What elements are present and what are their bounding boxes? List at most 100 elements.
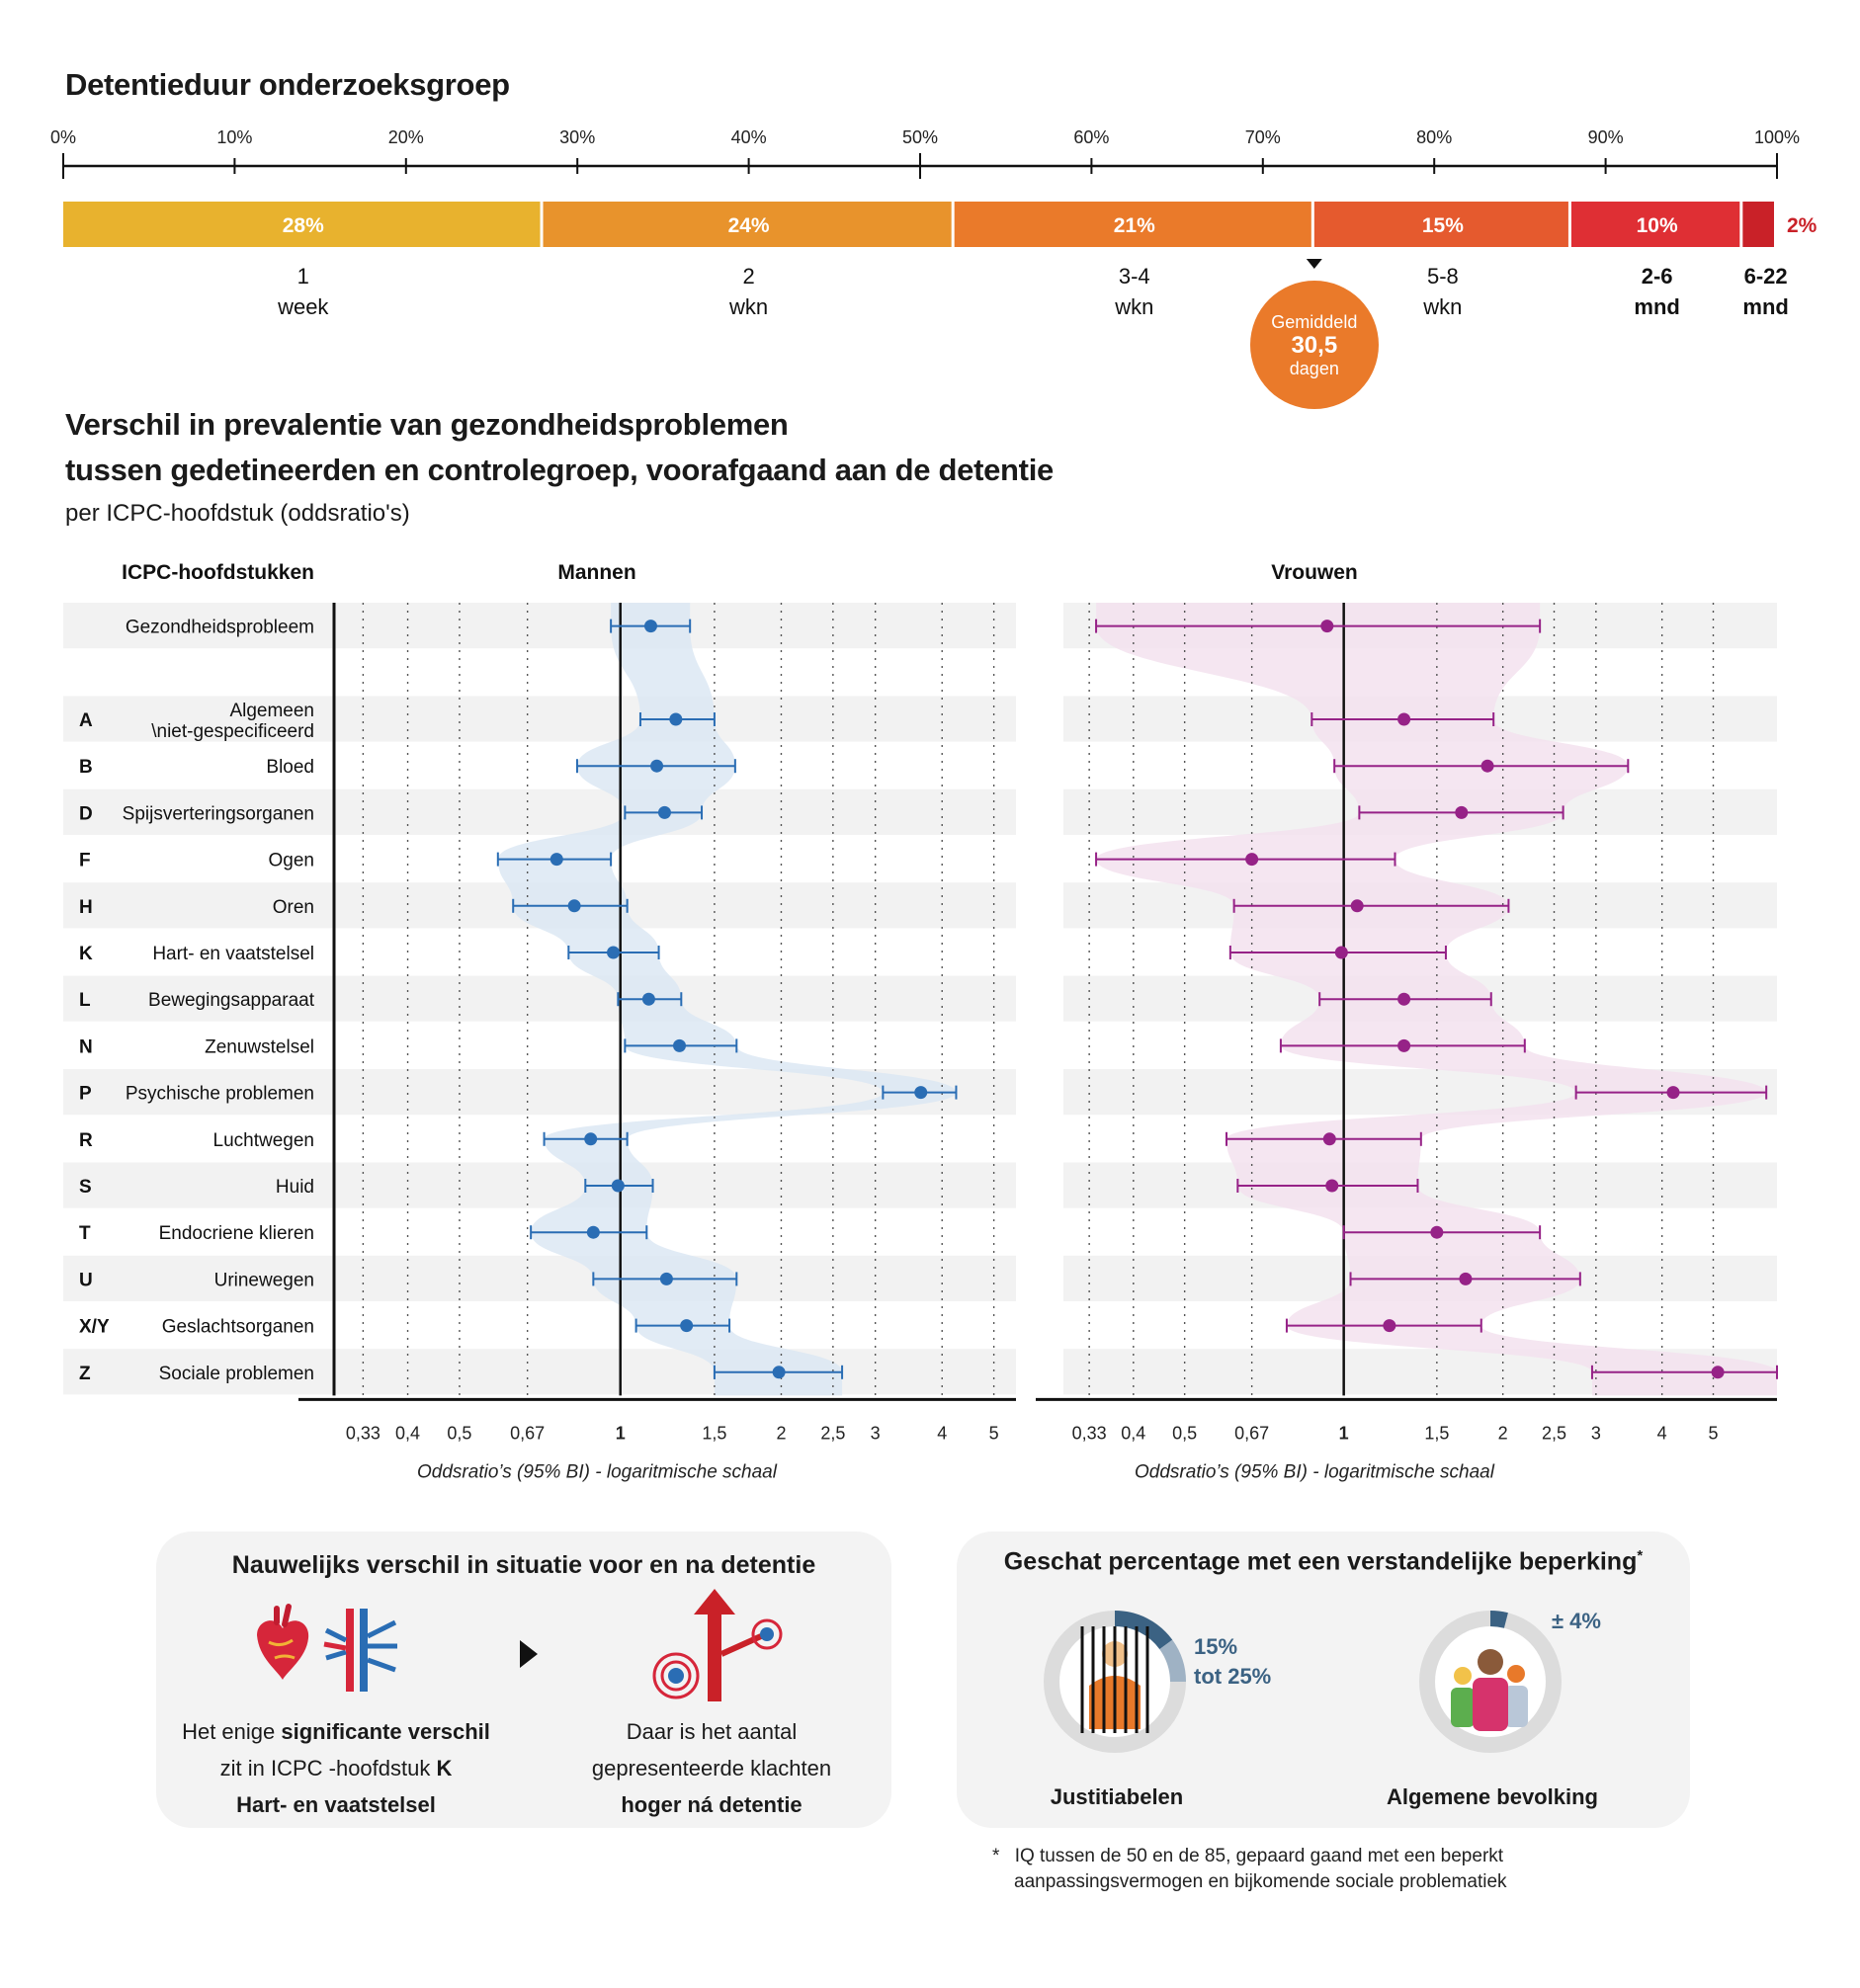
people-group-icon (1451, 1649, 1528, 1731)
odds-ratio-point (1666, 1086, 1680, 1100)
average-marker (1306, 259, 1322, 269)
heart-icon (257, 1604, 309, 1680)
icpc-code: U (79, 1270, 93, 1290)
left-finding-l3: Hart- en vaatstelsel (236, 1792, 436, 1817)
duration-segment (63, 202, 541, 247)
odds-ratio-point (586, 1225, 600, 1239)
odds-ratio-point (659, 1272, 673, 1285)
x-tick-label: 2,5 (820, 1423, 845, 1443)
duration-segment (954, 202, 1311, 247)
x-tick-label: 0,5 (447, 1423, 471, 1443)
id-title-text: Geschat percentage met een verstandelijk… (1003, 1547, 1638, 1576)
vessel-rising-icon (652, 1589, 783, 1701)
x-tick-label: 0,4 (395, 1423, 420, 1443)
scale-tick-label: 30% (559, 127, 595, 147)
odds-ratio-point (1430, 1225, 1444, 1239)
segment-duration-unit: wkn (1422, 294, 1462, 319)
odds-ratio-point (672, 1038, 686, 1052)
segment-duration-unit: week (277, 294, 329, 319)
x-tick-label: 3 (1591, 1423, 1601, 1443)
arrow-right-icon (520, 1640, 538, 1668)
icpc-label: Sociale problemen (159, 1364, 314, 1384)
icpc-label: Gezondheidsprobleem (126, 618, 314, 638)
odds-ratio-point (657, 805, 671, 819)
icpc-label: Psychische problemen (126, 1084, 314, 1105)
icpc-code: N (79, 1036, 93, 1057)
footnote-line2: aanpassingsvermogen en bijkomende social… (1014, 1871, 1507, 1892)
odds-ratio-point (641, 992, 655, 1006)
odds-ratio-point (1325, 1179, 1339, 1193)
odds-ratio-point (1455, 805, 1469, 819)
blood-vessels-icon (323, 1609, 397, 1692)
average-label: Gemiddeld (1271, 312, 1358, 332)
icpc-code: F (79, 851, 91, 871)
odds-ratio-point (1397, 1038, 1411, 1052)
person-head (1507, 1665, 1525, 1683)
odds-ratio-point (1711, 1366, 1725, 1379)
segment-duration-unit: wkn (1114, 294, 1153, 319)
group-name-algemene-bevolking: Algemene bevolking (1387, 1784, 1598, 1809)
x-tick-label: 0,33 (346, 1423, 380, 1443)
donut-range-arc (1159, 1639, 1186, 1683)
odds-ratio-point (669, 712, 683, 726)
x-tick-label: 5 (1709, 1423, 1719, 1443)
scale-tick-label: 0% (50, 127, 76, 147)
icpc-code: B (79, 757, 93, 778)
segment-duration-value: 2 (742, 264, 754, 289)
group-name-justitiabelen: Justitiabelen (1050, 1784, 1184, 1809)
segment-pct-label: 28% (283, 214, 324, 237)
odds-ratio-point (650, 759, 664, 773)
average-value: 30,5 (1291, 332, 1338, 359)
duration-segment (1742, 202, 1774, 247)
x-tick-label: 5 (989, 1423, 999, 1443)
forest-panel-vrouwen: 0,33 0,4 0,5 0,67 1 1,5 2 2,5 3 4 5 Oddsratio’s (95… (1036, 561, 1778, 1482)
odds-ratio-point (1397, 712, 1411, 726)
x-axis-label: Oddsratio’s (95% BI) - logaritmische sch… (417, 1461, 778, 1482)
forest-plots: 0,33 0,4 0,5 0,67 1 1,5 2 2,5 3 4 5 Oddsratio’s (95… (63, 561, 1778, 1482)
scale-tick-label: 100% (1754, 127, 1800, 147)
x-tick-label: 4 (1657, 1423, 1667, 1443)
x-tick-label: 1 (616, 1423, 626, 1443)
forest-title-line1: Verschil in prevalentie van gezondheidsp… (65, 407, 789, 442)
x-tick-label: 0,4 (1121, 1423, 1145, 1443)
segment-duration-unit: mnd (1742, 294, 1788, 319)
icpc-label: Luchtwegen (213, 1130, 314, 1151)
segment-pct-label: 2% (1787, 214, 1818, 237)
row-stripe (63, 1255, 1016, 1302)
segment-pct-label: 15% (1422, 214, 1464, 237)
donut-value-arc (1114, 1611, 1173, 1650)
odds-ratio-point (1245, 853, 1259, 867)
x-tick-label: 4 (937, 1423, 947, 1443)
icpc-code: H (79, 897, 93, 918)
row-stripe (63, 1162, 1016, 1209)
icpc-label: Bloed (266, 757, 314, 778)
row-stripe (63, 1349, 1016, 1396)
row-stripe (63, 788, 1016, 836)
x-tick-label: 0,33 (1072, 1423, 1107, 1443)
left-finding-l1b: significante verschil (281, 1719, 490, 1744)
left-finding-l2b: K (436, 1756, 453, 1781)
icpc-label: Algemeen (229, 701, 314, 721)
person-head (1478, 1649, 1503, 1675)
scale-tick-label: 80% (1416, 127, 1452, 147)
average-unit: dagen (1289, 359, 1339, 378)
forest-title-line2: tussen gedetineerden en controlegroep, v… (65, 453, 1054, 487)
x-tick-label: 0,67 (1234, 1423, 1269, 1443)
forest-subtitle: per ICPC-hoofdstuk (oddsratio's) (65, 500, 410, 527)
odds-ratio-point (1334, 946, 1348, 959)
left-finding-text: Het enige significante verschil zit in I… (158, 1713, 514, 1823)
segment-pct-label: 10% (1637, 214, 1678, 237)
odds-ratio-point (1480, 759, 1494, 773)
duration-segment (1313, 202, 1568, 247)
x-tick-label: 2 (1498, 1423, 1508, 1443)
icpc-column-header: ICPC-hoofdstukken (122, 561, 314, 584)
x-tick-label: 1 (1339, 1423, 1349, 1443)
odds-ratio-point (772, 1366, 786, 1379)
x-tick-label: 0,67 (510, 1423, 545, 1443)
segment-duration-value: 5-8 (1427, 264, 1459, 289)
icpc-label: Huid (276, 1177, 314, 1198)
segment-duration-value: 2-6 (1642, 264, 1673, 289)
odds-ratio-point (1320, 620, 1334, 633)
odds-ratio-point (607, 946, 621, 959)
odds-ratio-point (1383, 1319, 1396, 1333)
